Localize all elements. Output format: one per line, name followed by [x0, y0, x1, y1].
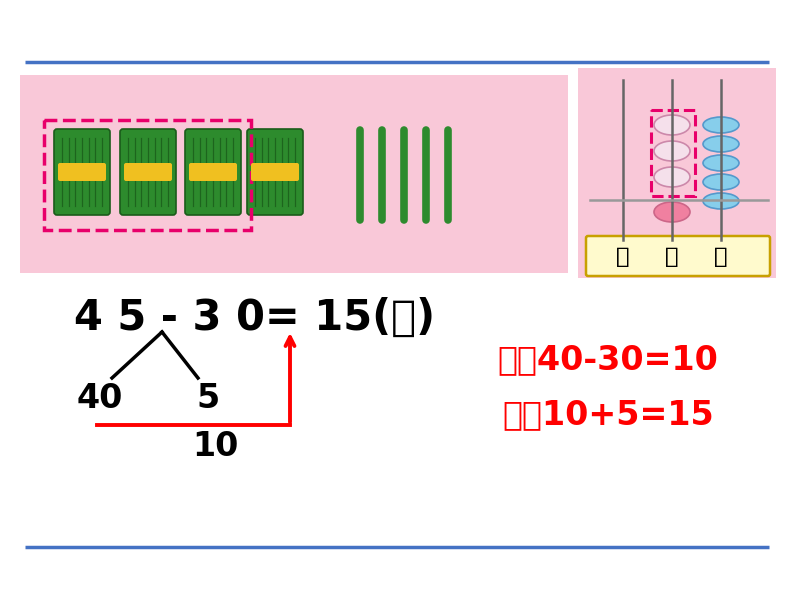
Ellipse shape	[654, 141, 690, 161]
Text: 十: 十	[665, 247, 679, 267]
Text: 先算40-30=10: 先算40-30=10	[498, 343, 719, 377]
FancyBboxPatch shape	[54, 129, 110, 215]
Ellipse shape	[703, 117, 739, 133]
FancyBboxPatch shape	[189, 163, 237, 181]
Ellipse shape	[654, 115, 690, 135]
Text: 5: 5	[196, 381, 220, 414]
Text: 40: 40	[77, 381, 123, 414]
Text: 个: 个	[715, 247, 727, 267]
Ellipse shape	[703, 155, 739, 171]
Text: 百: 百	[616, 247, 630, 267]
FancyBboxPatch shape	[120, 129, 176, 215]
Bar	[651, 110, 695, 196]
Bar	[578, 68, 776, 278]
FancyBboxPatch shape	[251, 163, 299, 181]
FancyBboxPatch shape	[124, 163, 172, 181]
Bar	[20, 75, 568, 273]
FancyBboxPatch shape	[247, 129, 303, 215]
Text: 4 5 - 3 0= 15(个): 4 5 - 3 0= 15(个)	[75, 297, 436, 339]
Ellipse shape	[654, 167, 690, 187]
Text: 十: 十	[665, 247, 679, 267]
Text: 10: 10	[192, 430, 238, 464]
FancyBboxPatch shape	[58, 163, 106, 181]
Text: 再算10+5=15: 再算10+5=15	[502, 399, 714, 432]
Ellipse shape	[703, 174, 739, 190]
FancyBboxPatch shape	[586, 236, 770, 276]
Ellipse shape	[654, 202, 690, 222]
Ellipse shape	[703, 136, 739, 152]
Text: 百: 百	[616, 247, 630, 267]
Ellipse shape	[703, 193, 739, 209]
Text: 个: 个	[715, 247, 727, 267]
Bar	[44, 120, 251, 230]
FancyBboxPatch shape	[185, 129, 241, 215]
